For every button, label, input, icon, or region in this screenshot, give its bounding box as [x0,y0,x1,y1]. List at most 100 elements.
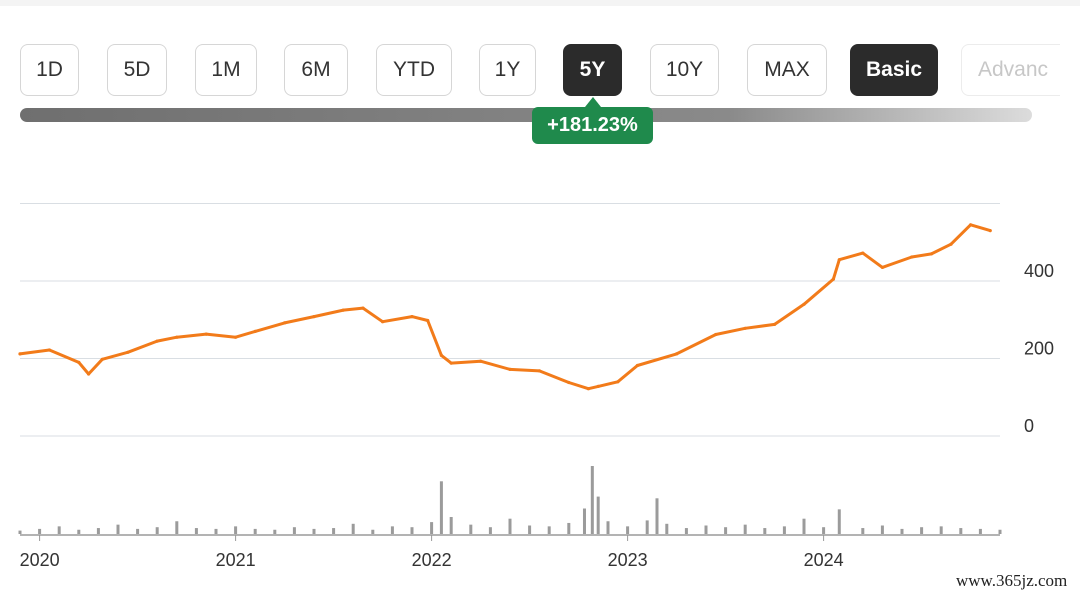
price-point [18,352,22,356]
volume-bar [273,529,277,534]
price-point [714,332,718,337]
price-point [283,321,287,325]
x-tick-label: 2023 [608,550,648,570]
volume-bar [920,527,924,534]
price-point [802,302,806,306]
change-badge: +181.23% [532,107,653,144]
volume-bar [959,528,963,534]
volume-bar [567,522,571,534]
price-point [47,348,52,352]
price-point [341,308,345,312]
volume-bar [18,530,22,534]
price-point [929,252,934,256]
price-point [449,361,453,365]
view-button-advanced[interactable]: Advanc [961,44,1060,96]
volume-bar [645,520,649,534]
price-point [100,357,104,361]
volume-bar [214,528,218,534]
price-point [508,367,512,371]
volume-bar [469,524,473,534]
y-axis-ticks: 0 200 400 [1024,261,1054,436]
price-point [969,223,973,227]
range-scrollbar[interactable] [20,108,1032,122]
price-point [831,277,836,281]
range-button-1d[interactable]: 1D [20,44,79,96]
volume-bar [57,526,61,534]
price-point [773,322,777,326]
volume-bar [606,521,610,534]
price-line [18,223,992,391]
price-point [175,335,179,339]
price-point [988,229,992,233]
volume-bar [77,529,81,534]
range-button-1m[interactable]: 1M [195,44,257,96]
range-button-6m[interactable]: 6M [284,44,348,96]
x-axis-ticks: 2020 2021 2022 2023 2024 [20,535,844,570]
volume-bar [96,528,100,534]
range-button-ytd[interactable]: YTD [376,44,452,96]
range-button-5d[interactable]: 5D [107,44,167,96]
x-tick-label: 2021 [216,550,256,570]
range-button-max[interactable]: MAX [747,44,827,96]
volume-bar [861,528,865,534]
view-button-basic[interactable]: Basic [850,44,938,96]
volume-bar [704,525,708,534]
price-point [880,265,885,269]
volume-bar [38,528,42,534]
volume-bar [116,524,120,534]
badge-pointer [585,97,601,107]
volume-bar [430,522,434,534]
volume-bar [743,524,747,534]
volume-bar [782,526,786,534]
volume-bar [292,527,296,534]
volume-bar [626,526,630,534]
volume-bar [655,498,659,534]
x-tick-label: 2022 [412,550,452,570]
volume-bar [253,528,257,534]
price-point [616,380,620,384]
price-point [910,255,914,259]
price-point [234,335,238,339]
price-point [479,359,483,363]
price-point [837,258,841,262]
volume-bar [136,528,140,534]
price-point [126,350,130,354]
volume-bar [939,526,943,534]
range-button-5y[interactable]: 5Y [563,44,622,96]
volume-bar [724,527,728,534]
volume-bar [978,528,982,534]
volume-bars [18,466,1002,534]
grid-layer [20,203,1000,536]
volume-bar [234,526,238,534]
range-button-1y[interactable]: 1Y [479,44,536,96]
price-point [537,369,542,373]
price-point [586,387,591,391]
price-point [596,384,600,388]
price-point [635,363,640,368]
volume-bar [332,528,336,534]
volume-bar [390,526,394,534]
price-point [204,332,208,336]
price-point [861,251,865,255]
volume-bar [439,481,443,534]
x-tick-label: 2020 [20,550,60,570]
price-line-layer [18,223,992,391]
volume-bar [508,518,512,534]
volume-bar [822,527,826,534]
range-button-10y[interactable]: 10Y [650,44,719,96]
volume-bar [802,518,806,534]
watermark: www.365jz.com [956,571,1068,590]
y-tick-label: 400 [1024,261,1054,281]
volume-bar [596,496,600,534]
volume-bar [763,528,767,534]
volume-bar [582,508,586,534]
volume-bar [371,529,375,534]
volume-bar [837,509,841,534]
volume-bar [684,528,688,534]
volume-bar [900,528,904,534]
price-point [253,329,257,333]
price-point [675,352,679,356]
y-tick-label: 200 [1024,339,1054,359]
price-point [381,320,385,324]
price-point [312,315,316,319]
